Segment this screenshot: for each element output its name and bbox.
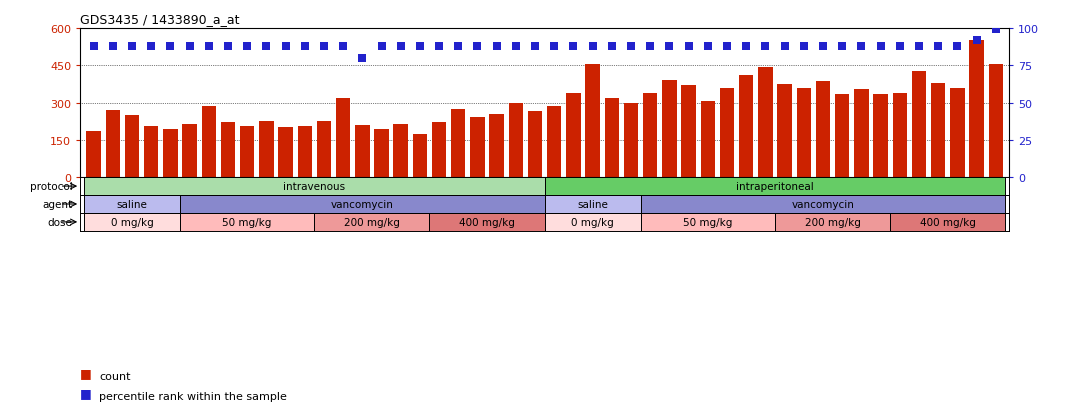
Bar [508,103,523,178]
Text: 0 mg/kg: 0 mg/kg [571,217,614,227]
Text: saline: saline [116,199,147,209]
Bar [797,88,811,178]
Bar [125,116,139,178]
Text: dose: dose [48,217,73,227]
Text: count: count [99,371,130,381]
Bar [84,178,545,196]
Bar [528,112,543,178]
Bar [891,214,1005,231]
Bar [893,93,907,178]
Bar [374,129,389,178]
Text: percentile rank within the sample: percentile rank within the sample [99,392,287,401]
Bar [970,41,984,178]
Text: vancomycin: vancomycin [331,199,394,209]
Bar [720,88,735,178]
Bar [240,127,254,178]
Bar [835,95,849,178]
Bar [989,65,1003,178]
Bar [604,98,619,178]
Bar [874,95,888,178]
Bar [681,86,696,178]
Text: 200 mg/kg: 200 mg/kg [804,217,861,227]
Bar [317,122,331,178]
Bar [641,214,775,231]
Bar [778,85,791,178]
Text: agent: agent [43,199,73,209]
Bar [912,72,926,178]
Text: saline: saline [577,199,608,209]
Text: 50 mg/kg: 50 mg/kg [222,217,271,227]
Bar [179,196,545,214]
Text: intraperitoneal: intraperitoneal [736,182,814,192]
Bar [641,196,1005,214]
Bar [931,83,945,178]
Text: ■: ■ [80,366,92,379]
Bar [701,102,716,178]
Text: GDS3435 / 1433890_a_at: GDS3435 / 1433890_a_at [80,13,239,26]
Bar [624,103,639,178]
Bar [662,81,677,178]
Bar [412,134,427,178]
Bar [566,93,581,178]
Bar [470,118,485,178]
Bar [854,90,868,178]
Bar [431,123,446,178]
Bar [451,109,466,178]
Bar [545,214,641,231]
Bar [183,124,197,178]
Text: protocol: protocol [30,182,73,192]
Bar [279,128,293,178]
Bar [547,107,562,178]
Bar [643,93,658,178]
Bar [585,65,600,178]
Bar [355,126,370,178]
Bar [106,111,120,178]
Bar [545,196,641,214]
Bar [545,178,1005,196]
Text: intravenous: intravenous [283,182,345,192]
Bar [775,214,891,231]
Bar [489,114,504,178]
Text: 400 mg/kg: 400 mg/kg [459,217,515,227]
Bar [87,132,100,178]
Bar [739,76,753,178]
Bar [179,214,314,231]
Bar [336,98,350,178]
Text: vancomycin: vancomycin [791,199,854,209]
Text: 0 mg/kg: 0 mg/kg [111,217,154,227]
Bar [144,127,158,178]
Bar [298,127,312,178]
Bar [816,82,830,178]
Bar [221,123,235,178]
Text: 400 mg/kg: 400 mg/kg [920,217,976,227]
Bar [429,214,545,231]
Bar [260,122,273,178]
Text: 200 mg/kg: 200 mg/kg [344,217,399,227]
Text: ■: ■ [80,387,92,399]
Text: 50 mg/kg: 50 mg/kg [684,217,733,227]
Bar [314,214,429,231]
Bar [951,88,964,178]
Bar [393,124,408,178]
Bar [202,107,216,178]
Bar [84,214,179,231]
Bar [758,67,772,178]
Bar [84,196,179,214]
Bar [163,129,177,178]
